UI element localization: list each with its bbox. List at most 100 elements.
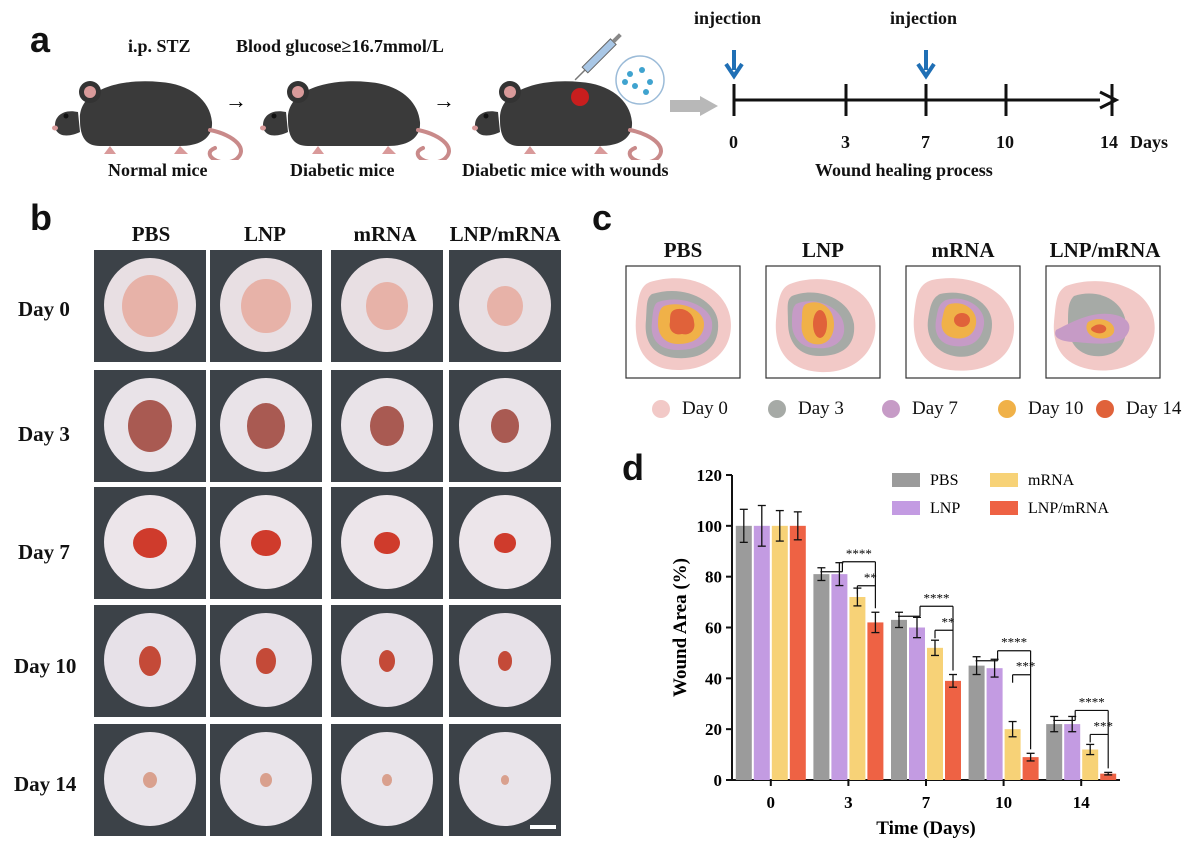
trace-mrna (905, 265, 1021, 379)
timeline-tick-7: 7 (921, 132, 930, 152)
legend-label-day3: Day 3 (798, 398, 844, 419)
legend-item-day3: Day 3 (768, 398, 844, 420)
wound-photo (94, 250, 206, 362)
timeline-tick-0: 0 (729, 132, 738, 152)
b-col-mrna: mRNA (353, 222, 417, 246)
svg-text:→: → (225, 88, 247, 113)
y-tick-label: 100 (697, 517, 723, 536)
step-3-bottom-label: Diabetic mice with wounds (462, 160, 669, 180)
timeline-tick-10: 10 (996, 132, 1014, 152)
x-axis-label: Time (Days) (876, 818, 975, 839)
wound-photo (331, 370, 443, 482)
b-row-day3: Day 3 (18, 422, 70, 446)
step-1-top-label: i.p. STZ (128, 36, 191, 56)
wound-bed (378, 649, 396, 673)
wound-photo (449, 370, 561, 482)
legend-label-day10: Day 10 (1028, 398, 1084, 419)
wound-bed (133, 528, 167, 558)
timeline (670, 50, 1120, 116)
y-tick-label: 40 (705, 669, 722, 688)
wound-bed (251, 529, 281, 557)
chart-legend-swatch (990, 473, 1018, 487)
bar-pbs-day7 (891, 619, 907, 780)
bar-lnp-day7 (909, 627, 925, 780)
chart-legend-label: LNP/mRNA (1028, 500, 1109, 517)
wound-bed (241, 278, 291, 334)
bar-pbs-day3 (813, 574, 830, 780)
wound-photo (210, 487, 322, 599)
wound-bed (143, 772, 157, 788)
bar-lnp-mrna-day0 (789, 525, 806, 780)
x-tick-label: 14 (1073, 793, 1091, 812)
legend-swatch-day3 (768, 400, 786, 418)
wound-bed (122, 275, 178, 337)
wound-bed (256, 647, 276, 675)
sig-label: **** (1001, 635, 1027, 650)
bar-lnp-day0 (753, 525, 770, 780)
legend-label-day7: Day 7 (912, 398, 958, 419)
panel-label-c: c (592, 197, 613, 238)
wound-photo (449, 250, 561, 362)
b-row-day14: Day 14 (14, 772, 77, 796)
legend-swatch-day0 (652, 400, 670, 418)
sig-label: ** (864, 570, 877, 585)
step-1-bottom-label: Normal mice (108, 160, 208, 180)
timeline-tick-3: 3 (841, 132, 850, 152)
wound-photo (331, 487, 443, 599)
legend-label-day0: Day 0 (682, 398, 728, 419)
b-col-lnp: LNP (244, 222, 286, 246)
wound-bed (497, 651, 513, 671)
wound-photo (210, 250, 322, 362)
legend-swatch-day14 (1096, 400, 1114, 418)
bar-lnp-mrna-day14 (1100, 773, 1117, 780)
bar-mrna-day7 (927, 647, 943, 780)
wound-bed (494, 533, 516, 553)
legend-item-day0: Day 0 (652, 398, 728, 420)
sig-label: *** (1016, 659, 1036, 674)
bar-pbs-day0 (735, 525, 752, 780)
wound-photo (331, 724, 443, 836)
b-row-day0: Day 0 (18, 297, 70, 321)
trace-pbs (625, 265, 741, 379)
chart-legend-label: mRNA (1028, 472, 1075, 489)
step-2-bottom-label: Diabetic mice (290, 160, 395, 180)
svg-text:→: → (433, 88, 455, 113)
wound-bed (139, 646, 161, 676)
bar-mrna-day0 (771, 525, 788, 780)
scale-bar (530, 825, 556, 829)
wound-bed (490, 409, 520, 443)
panel-label-d: d (622, 447, 644, 488)
wound-photo (331, 250, 443, 362)
trace-lnp-mrna (1045, 265, 1161, 379)
bar-mrna-day3 (849, 597, 866, 780)
chart-legend-swatch (892, 501, 920, 515)
sig-label: ** (942, 614, 955, 629)
bar-pbs-day10 (968, 665, 985, 780)
panel-label-a: a (30, 19, 51, 60)
bar-lnp-mrna-day7 (945, 680, 961, 780)
trace-lnp (765, 265, 881, 379)
wound-trace-diagrams (625, 265, 1161, 379)
wound-photo (94, 605, 206, 717)
timeline-unit: Days (1130, 132, 1169, 152)
injection-label-day0: injection (694, 8, 761, 28)
x-tick-label: 10 (995, 793, 1012, 812)
bar-lnp-mrna-day3 (867, 622, 884, 780)
bar-lnp-mrna-day10 (1022, 757, 1039, 780)
chart-legend-swatch (990, 501, 1018, 515)
y-tick-label: 20 (705, 720, 722, 739)
bar-lnp-day10 (986, 668, 1003, 780)
bar-mrna-day14 (1082, 749, 1099, 780)
wound-photo (94, 370, 206, 482)
wound-photo (331, 605, 443, 717)
c-col-lnp-mrna: LNP/mRNA (1049, 238, 1161, 262)
legend-label-day14: Day 14 (1126, 398, 1182, 419)
wound-photo (449, 605, 561, 717)
bar-lnp-day14 (1064, 724, 1081, 780)
b-col-lnp-mrna: LNP/mRNA (449, 222, 561, 246)
b-col-pbs: PBS (131, 222, 171, 246)
bar-lnp-day3 (831, 574, 848, 780)
bar-mrna-day10 (1004, 729, 1021, 780)
chart-legend-label: PBS (930, 472, 958, 489)
